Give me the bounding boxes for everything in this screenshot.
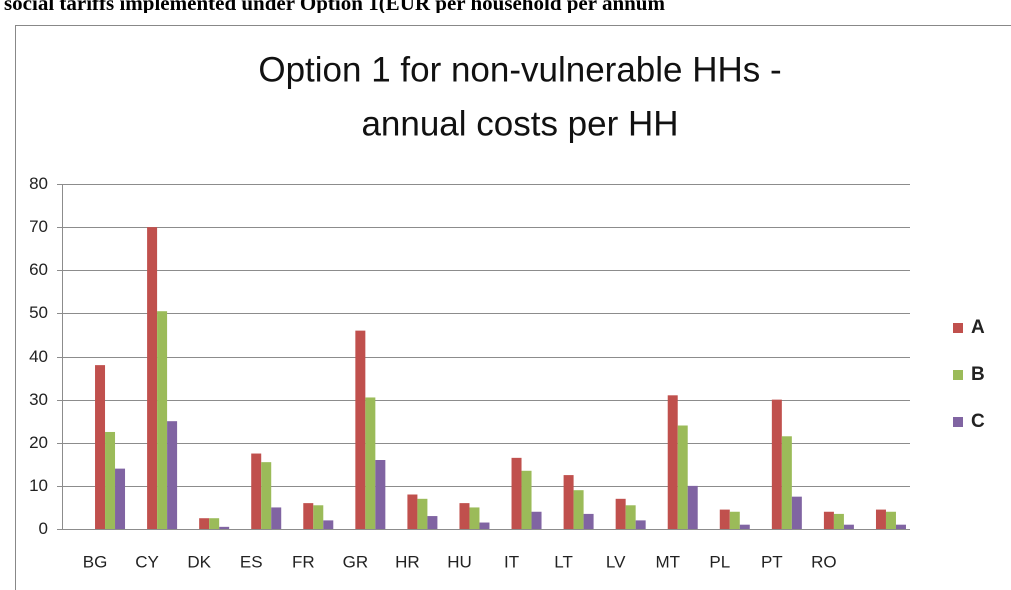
bar — [157, 311, 168, 529]
x-tick-label: ES — [240, 552, 263, 571]
x-tick-label: MT — [655, 552, 680, 571]
bar — [771, 399, 782, 529]
bar — [625, 505, 636, 529]
bar — [781, 436, 792, 529]
bar — [167, 421, 178, 529]
chart-title: annual costs per HH — [361, 104, 678, 143]
y-tick-label: 20 — [29, 433, 48, 452]
x-tick-label: CY — [135, 552, 159, 571]
bar — [313, 505, 324, 529]
bar — [521, 470, 532, 529]
legend-swatch — [953, 370, 963, 380]
bar — [823, 511, 834, 529]
bar — [219, 526, 230, 529]
bar — [323, 520, 334, 529]
legend-swatch — [953, 417, 963, 427]
bar — [667, 395, 678, 529]
x-tick-label: BG — [83, 552, 108, 571]
bar — [199, 518, 210, 529]
bar — [687, 485, 698, 529]
bar — [843, 524, 854, 529]
y-tick-label: 60 — [29, 260, 48, 279]
bar — [417, 498, 428, 529]
x-tick-label: LV — [606, 552, 626, 571]
y-tick-label: 80 — [29, 174, 48, 193]
bar — [105, 431, 116, 529]
x-tick-label: DK — [187, 552, 211, 571]
y-tick-label: 50 — [29, 303, 48, 322]
bar — [355, 330, 366, 529]
bar — [427, 516, 438, 529]
bar — [573, 490, 584, 529]
bar — [511, 457, 522, 529]
bar — [147, 227, 158, 529]
bar — [719, 509, 730, 529]
chart-title: Option 1 for non-vulnerable HHs - — [258, 50, 781, 89]
x-tick-label: FR — [292, 552, 315, 571]
x-tick-label: RO — [811, 552, 837, 571]
bar — [95, 365, 106, 529]
bar — [271, 507, 282, 529]
bar — [583, 513, 594, 529]
legend-swatch — [953, 323, 963, 333]
bar — [261, 462, 272, 529]
y-tick-label: 0 — [39, 519, 48, 538]
bar — [469, 507, 480, 529]
y-tick-label: 70 — [29, 217, 48, 236]
bar — [115, 468, 126, 529]
document-heading: social tariffs implemented under Option … — [4, 0, 665, 13]
bar — [791, 496, 802, 529]
bar — [531, 511, 542, 529]
bar — [459, 503, 470, 529]
x-tick-label: HU — [447, 552, 472, 571]
bar — [833, 513, 844, 529]
bar — [563, 475, 574, 529]
x-tick-label: PT — [761, 552, 783, 571]
bar — [615, 498, 626, 529]
legend-label: B — [971, 364, 985, 385]
y-tick-label: 30 — [29, 390, 48, 409]
y-tick-label: 40 — [29, 347, 48, 366]
bar — [885, 511, 896, 529]
bar — [209, 518, 220, 529]
x-tick-label: GR — [343, 552, 369, 571]
legend-label: A — [971, 317, 985, 338]
bar — [479, 522, 490, 529]
y-tick-label: 10 — [29, 476, 48, 495]
legend-label: C — [971, 411, 985, 432]
x-tick-label: IT — [504, 552, 519, 571]
x-tick-label: HR — [395, 552, 420, 571]
x-tick-label: LT — [554, 552, 573, 571]
x-tick-label: PL — [709, 552, 730, 571]
bar — [365, 397, 376, 529]
bar — [407, 494, 418, 529]
bar — [739, 524, 750, 529]
bar — [677, 425, 688, 529]
bar — [251, 453, 262, 529]
bar — [875, 509, 886, 529]
bar — [303, 503, 314, 529]
bar — [729, 511, 740, 529]
bar — [635, 520, 646, 529]
bar — [895, 524, 906, 529]
bar — [375, 460, 386, 529]
